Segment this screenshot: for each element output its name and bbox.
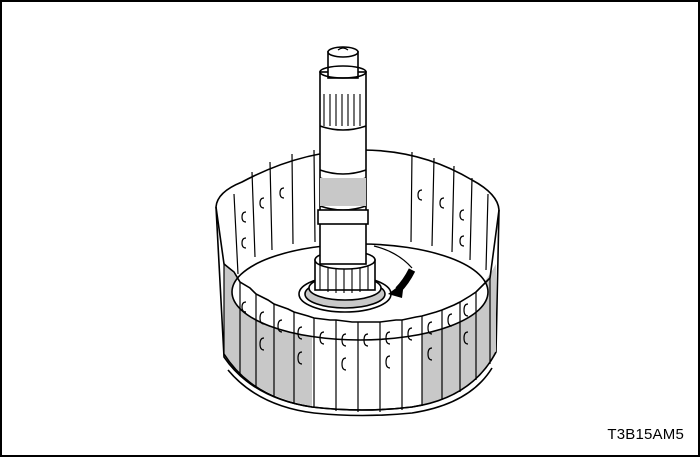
figure-code: T3B15AM5 <box>607 426 684 443</box>
hub-assembly <box>298 250 392 313</box>
drum-top-edge <box>215 206 500 323</box>
input-shaft <box>317 46 369 265</box>
curved-arrow-icon <box>373 245 416 298</box>
drum-splines <box>223 149 491 412</box>
spline-slots <box>241 187 469 371</box>
